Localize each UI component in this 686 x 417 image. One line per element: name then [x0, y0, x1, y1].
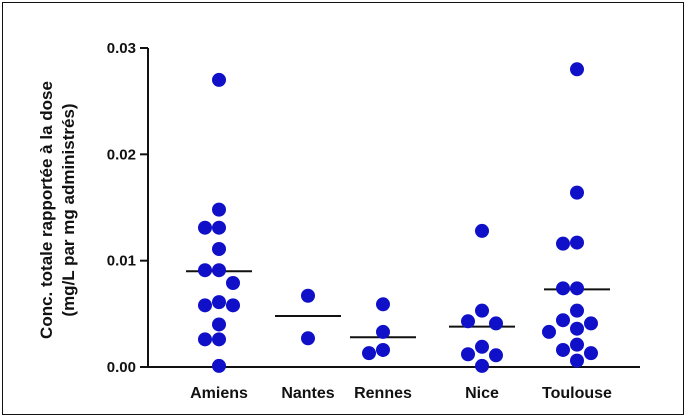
data-point	[475, 358, 489, 373]
axes	[147, 48, 640, 368]
data-point	[584, 346, 598, 361]
data-point	[570, 321, 584, 336]
data-point	[461, 347, 475, 362]
data-point	[212, 202, 226, 217]
data-point	[212, 332, 226, 347]
data-point	[212, 241, 226, 256]
data-point	[212, 295, 226, 310]
data-point	[570, 337, 584, 352]
x-tick-labels: Amiens Nantes Rennes Nice Toulouse	[190, 385, 612, 402]
data-point	[198, 332, 212, 347]
data-point	[570, 281, 584, 296]
data-point	[556, 281, 570, 296]
y-tick-label: 0.03	[107, 40, 136, 57]
data-point	[212, 317, 226, 332]
data-point	[542, 324, 556, 339]
x-tick-label: Nantes	[281, 385, 334, 402]
data-point	[475, 303, 489, 318]
y-tick-label: 0.01	[107, 253, 136, 270]
data-point	[570, 62, 584, 77]
data-point	[584, 316, 598, 331]
data-point	[556, 313, 570, 328]
data-point	[226, 275, 240, 290]
data-point	[226, 298, 240, 313]
data-point	[376, 324, 390, 339]
data-point	[475, 339, 489, 354]
data-point	[570, 303, 584, 318]
data-point	[570, 353, 584, 368]
data-point	[556, 342, 570, 357]
data-point	[376, 342, 390, 357]
data-points	[198, 62, 598, 373]
y-axis-title-line2: (mg/L par mg administrés)	[59, 103, 78, 316]
data-point	[212, 72, 226, 87]
x-tick-label: Amiens	[190, 385, 248, 402]
data-point	[212, 220, 226, 235]
x-tick-label: Rennes	[354, 385, 412, 402]
data-point	[461, 314, 475, 329]
data-point	[212, 263, 226, 278]
y-axis-title: Conc. totale rapportée à la dose (mg/L p…	[37, 81, 78, 339]
y-axis-title-line1: Conc. totale rapportée à la dose	[37, 81, 56, 339]
y-tick-label: 0.00	[107, 359, 136, 376]
data-point	[212, 358, 226, 373]
data-point	[489, 348, 503, 363]
data-point	[489, 316, 503, 331]
y-tick-label: 0.02	[107, 146, 136, 163]
data-point	[301, 331, 315, 346]
data-point	[475, 223, 489, 238]
x-tick-label: Nice	[465, 385, 499, 402]
data-point	[570, 235, 584, 250]
data-point	[198, 263, 212, 278]
data-point	[198, 220, 212, 235]
data-point	[570, 185, 584, 200]
data-point	[376, 297, 390, 312]
data-point	[198, 298, 212, 313]
y-ticks: 0.00 0.01 0.02 0.03	[107, 40, 148, 376]
data-point	[301, 288, 315, 303]
x-tick-label: Toulouse	[542, 385, 612, 402]
data-point	[556, 236, 570, 251]
data-point	[362, 346, 376, 361]
